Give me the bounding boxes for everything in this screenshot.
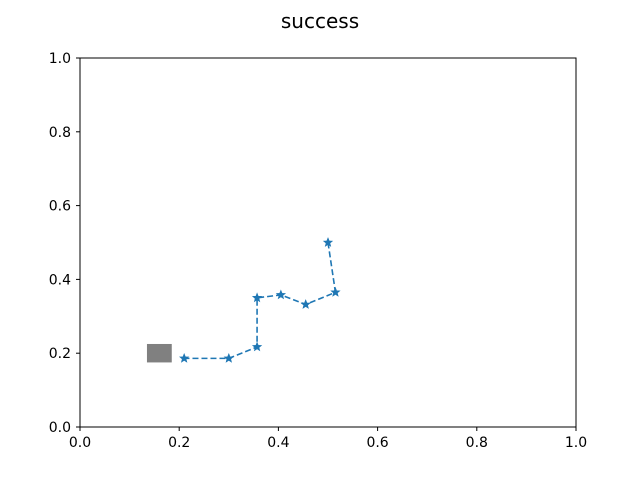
trajectory-line	[184, 242, 337, 360]
chart-title: success	[281, 9, 359, 33]
plot-frame	[79, 57, 577, 428]
x-tick-label: 0.6	[366, 435, 388, 451]
trajectory-point-marker	[251, 292, 263, 303]
plot-area: 0.0 0.2 0.4 0.6 0.8 1.0 0.0 0.2 0.4 0.6 0.8 1.0	[49, 51, 587, 451]
x-tick-label: 0.4	[267, 435, 289, 451]
y-tick-label: 1.0	[49, 51, 71, 67]
y-tick-label: 0.0	[49, 420, 71, 436]
trajectory-point-marker	[179, 352, 190, 363]
trajectory-point-marker	[275, 289, 287, 300]
x-tick-label: 1.0	[565, 435, 587, 451]
trajectory-point-marker	[223, 352, 234, 363]
trajectory-point-marker	[251, 341, 263, 352]
y-tick-label: 0.2	[49, 346, 71, 362]
x-tick-label: 0.2	[168, 435, 190, 451]
y-tick-label: 0.4	[49, 272, 71, 288]
x-tick-label: 0.0	[69, 435, 91, 451]
trajectory-point-marker	[300, 299, 311, 309]
x-tick-label: 0.8	[466, 435, 488, 451]
trajectory-point-marker	[322, 237, 334, 247]
target-square	[146, 343, 172, 363]
trajectory-point-marker	[330, 286, 341, 297]
y-tick-label: 0.8	[49, 125, 71, 141]
y-tick-label: 0.6	[49, 199, 71, 215]
